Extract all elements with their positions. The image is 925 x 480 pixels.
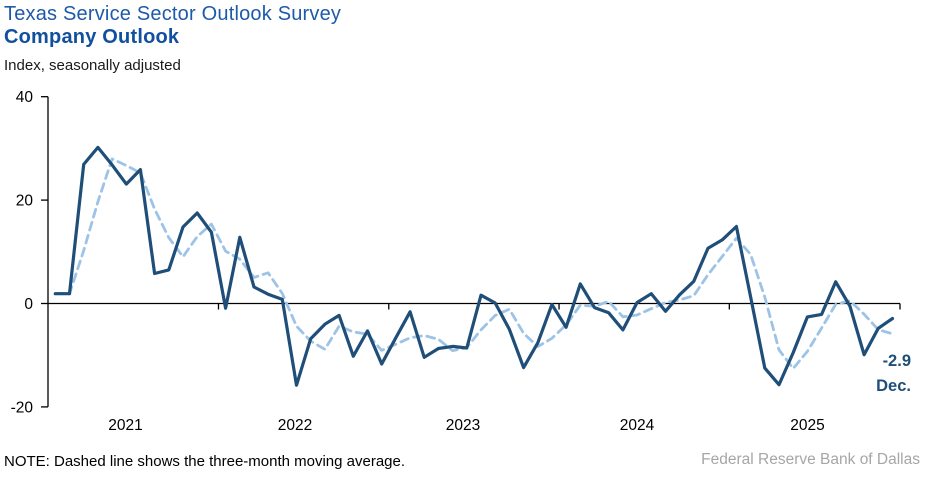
y-axis-tick-label: 20 bbox=[16, 193, 34, 210]
page-title: Texas Service Sector Outlook Survey bbox=[4, 3, 342, 25]
axes bbox=[41, 96, 901, 408]
source-credit: Federal Reserve Bank of Dallas bbox=[701, 451, 920, 468]
last-value-number: -2.9 bbox=[882, 352, 911, 370]
x-axis-year-label: 2021 bbox=[108, 417, 142, 434]
y-axis-tick-label: -20 bbox=[11, 399, 34, 416]
x-axis-year-labels: 2021 2022 2023 2024 2025 bbox=[108, 417, 824, 434]
company-outlook-line bbox=[53, 145, 895, 387]
x-axis-year-label: 2025 bbox=[790, 417, 824, 434]
x-axis-year-label: 2023 bbox=[446, 417, 480, 434]
x-axis-year-label: 2024 bbox=[620, 417, 655, 434]
y-axis-tick-label: 0 bbox=[24, 296, 33, 313]
last-value-month: Dec. bbox=[876, 377, 911, 395]
chart-title: Company Outlook bbox=[4, 26, 180, 48]
y-axis-units-label: Index, seasonally adjusted bbox=[4, 57, 181, 74]
footnote: NOTE: Dashed line shows the three-month … bbox=[4, 453, 406, 470]
y-axis-tick-labels: 40 20 0 -20 bbox=[11, 89, 34, 416]
y-axis-tick-label: 40 bbox=[16, 89, 34, 106]
x-axis-year-label: 2022 bbox=[278, 417, 312, 434]
moving-average-line bbox=[53, 157, 894, 370]
last-value-annotation: -2.9 Dec. bbox=[876, 349, 911, 399]
